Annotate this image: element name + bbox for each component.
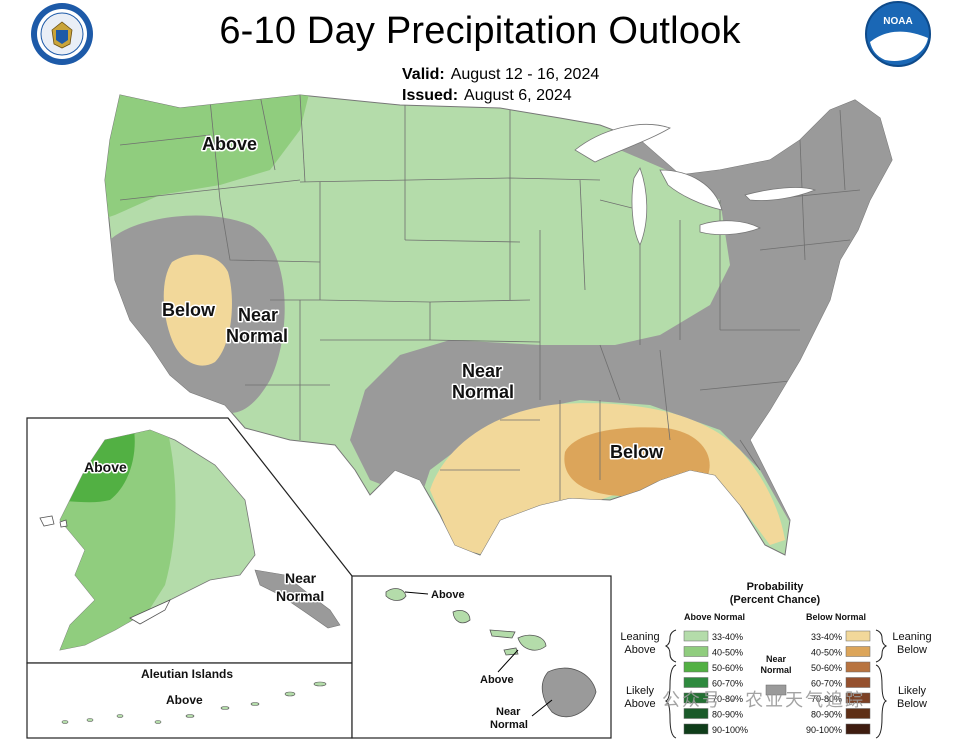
- commerce-seal-logo: [31, 3, 93, 65]
- above-bin-label-4: 70-80%: [712, 694, 743, 704]
- label-great-basin-normal: Normal: [226, 326, 288, 346]
- california-below-region: [163, 254, 232, 366]
- legend: Probability (Percent Chance) Above Norma…: [620, 581, 932, 739]
- label-plains-near: Near: [462, 361, 502, 381]
- legend-likely-below-1: Likely: [898, 685, 927, 697]
- above-bin-label-3: 60-70%: [712, 679, 743, 689]
- legend-likely-below-2: Below: [897, 698, 927, 710]
- valid-dates: Valid: August 12 - 16, 2024: [402, 66, 599, 84]
- label-great-basin-near: Near: [238, 305, 278, 325]
- northwest-above-region: [105, 95, 310, 220]
- above-swatch-6: [683, 723, 709, 735]
- label-gulf-below: Below: [610, 442, 664, 462]
- below-swatch-5: [845, 708, 871, 719]
- above-swatch-2: [683, 661, 709, 673]
- label-northwest-above: Above: [202, 134, 257, 154]
- below-swatch-1: [845, 646, 871, 657]
- region-labels: Above Below Near Normal Near Normal Belo…: [83, 133, 666, 732]
- legend-leaning-above-2: Above: [624, 644, 655, 656]
- great-lakes: [574, 124, 817, 246]
- valid-value: August 12 - 16, 2024: [450, 66, 600, 83]
- legend-likely-above-2: Above: [624, 698, 655, 710]
- legend-leaning-below-1: Leaning: [892, 631, 931, 643]
- aleutian-inset-frame: [26, 662, 353, 739]
- legend-below-bins: 33-40% 40-50% 50-60% 60-70% 70-80% 80-90% 90-1…: [806, 630, 871, 735]
- above-swatch-1: [683, 646, 709, 657]
- legend-near-normal-swatch: [765, 684, 787, 696]
- below-bin-label-6: 90-100%: [806, 725, 842, 735]
- alaska-inset: [26, 417, 353, 664]
- legend-below-header: Below Normal: [806, 612, 866, 622]
- legend-leaning-below-2: Below: [897, 644, 927, 656]
- valid-label: Valid:: [402, 66, 445, 83]
- above-bin-label-0: 33-40%: [712, 632, 743, 642]
- above-bin-label-6: 90-100%: [712, 725, 748, 735]
- legend-braces: [664, 629, 888, 739]
- noaa-logo: NOAA: [865, 1, 931, 67]
- below-bin-label-0: 33-40%: [811, 632, 842, 642]
- label-california-below: Below: [162, 300, 216, 320]
- page-title: 6-10 Day Precipitation Outlook: [219, 10, 741, 52]
- hawaii-pointers: [404, 591, 553, 717]
- aleutian-islands: [61, 681, 327, 724]
- alaska-islands: [39, 515, 171, 625]
- label-alaska-above: Above: [84, 459, 127, 475]
- issued-value: August 6, 2024: [464, 87, 572, 104]
- below-bin-label-4: 70-80%: [811, 694, 842, 704]
- hawaii-inset: [351, 575, 612, 739]
- label-alaska-normal: Normal: [276, 588, 324, 604]
- above-bin-label-2: 50-60%: [712, 663, 743, 673]
- legend-above-header: Above Normal: [684, 612, 745, 622]
- issued-date: Issued: August 6, 2024: [402, 87, 572, 105]
- below-bin-label-1: 40-50%: [811, 648, 842, 658]
- above-bin-label-1: 40-50%: [712, 648, 743, 658]
- above-swatch-5: [683, 708, 709, 719]
- label-hawaii-normal: Normal: [490, 719, 528, 731]
- below-swatch-0: [845, 630, 871, 642]
- below-swatch-2: [845, 661, 871, 673]
- label-hawaii-above-1: Above: [431, 589, 465, 601]
- legend-above-bins: 33-40% 40-50% 50-60% 60-70% 70-80% 80-90% 90-1…: [683, 630, 748, 735]
- alaska-southeast-land: [254, 569, 341, 629]
- legend-normal-label: Normal: [760, 665, 791, 675]
- watermark: 公众号 · 农业天气追踪: [662, 690, 866, 711]
- legend-title-2: (Percent Chance): [730, 594, 821, 606]
- legend-leaning-above-1: Leaning: [620, 631, 659, 643]
- label-plains-normal: Normal: [452, 382, 514, 402]
- hawaii-islands: [385, 588, 597, 718]
- below-bin-label-5: 80-90%: [811, 710, 842, 720]
- above-swatch-4: [683, 692, 709, 704]
- label-alaska-near: Near: [285, 570, 317, 586]
- noaa-logo-text: NOAA: [883, 16, 912, 27]
- label-hawaii-near: Near: [496, 706, 521, 718]
- label-aleutian-title: Aleutian Islands: [141, 667, 233, 681]
- legend-near-label: Near: [766, 654, 787, 664]
- aleutian-inset: [26, 662, 353, 739]
- above-swatch-0: [683, 630, 709, 642]
- legend-title-1: Probability: [747, 581, 805, 593]
- state-boundaries: [119, 95, 861, 500]
- below-swatch-6: [845, 723, 871, 735]
- below-swatch-3: [845, 677, 871, 688]
- label-hawaii-above-2: Above: [480, 674, 514, 686]
- above-swatch-3: [683, 677, 709, 688]
- issued-label: Issued:: [402, 87, 459, 104]
- above-bin-label-5: 80-90%: [712, 710, 743, 720]
- below-bin-label-3: 60-70%: [811, 679, 842, 689]
- below-bin-label-2: 50-60%: [811, 663, 842, 673]
- label-aleutian-above: Above: [166, 693, 203, 707]
- legend-likely-above-1: Likely: [626, 685, 655, 697]
- below-swatch-4: [845, 692, 871, 704]
